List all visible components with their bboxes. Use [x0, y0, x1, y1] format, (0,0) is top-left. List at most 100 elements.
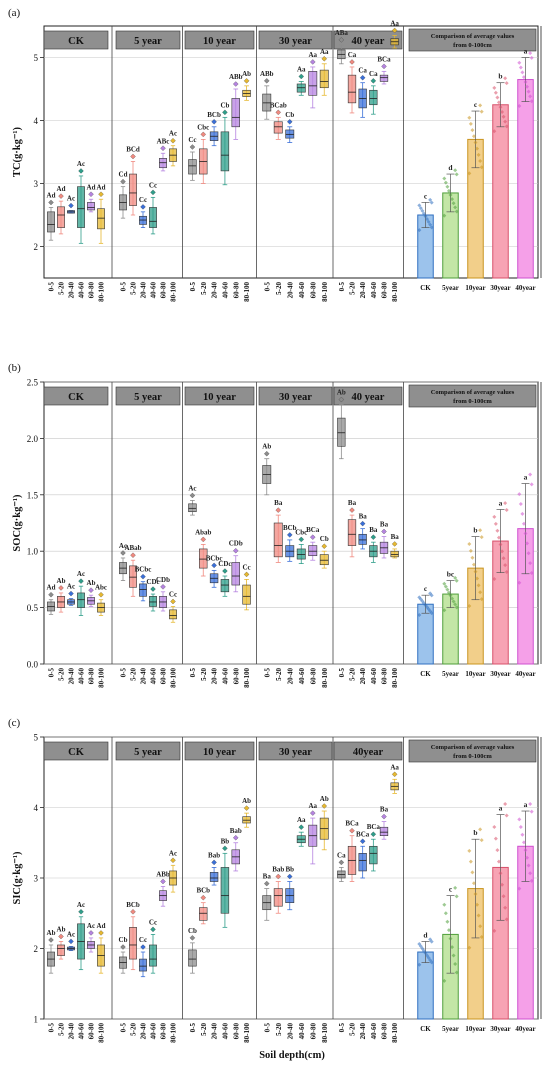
panel-header-label: 5 year — [134, 747, 162, 758]
comparison-point — [467, 604, 472, 609]
comparison-significance-label: c — [424, 191, 428, 200]
box-significance-label: Aa — [390, 763, 399, 771]
comparison-title-line1: Comparison of average values — [431, 33, 515, 40]
depth-tick-label: 5-20 — [130, 282, 138, 295]
box-1: Abab 5-20 — [195, 528, 211, 680]
box-0: Ac 0-5 — [188, 484, 197, 677]
box-3: CDc 40-60 — [218, 560, 231, 684]
depth-tick-label: 80-100 — [391, 1023, 399, 1043]
box-outlier-marker — [170, 857, 176, 864]
panel-header — [333, 386, 403, 406]
box-significance-label: Cc — [149, 918, 157, 926]
box-outlier-marker — [298, 536, 304, 543]
comparison-point — [475, 146, 480, 151]
box-outlier-marker — [370, 534, 377, 540]
comparison-point — [450, 945, 455, 950]
comparison-point — [528, 94, 533, 99]
comparison-point — [453, 575, 458, 580]
box-body — [77, 186, 85, 228]
panel-header-label: 40 year — [352, 36, 385, 47]
comparison-point — [468, 859, 473, 864]
comparison-category-label: CK — [420, 1025, 431, 1033]
comparison-point — [504, 813, 509, 818]
comparison-category-label: 30year — [490, 670, 510, 678]
panel-header — [43, 30, 109, 50]
depth-tick-label: 5-20 — [200, 668, 208, 681]
box-3: Bb 40-60 — [221, 837, 230, 1039]
depth-tick-label: 0-5 — [263, 282, 271, 292]
depth-tick-label: 60-80 — [88, 668, 96, 685]
comparison-point — [520, 832, 525, 837]
box-body — [129, 173, 137, 206]
box-1: BCd 5-20 — [126, 145, 140, 294]
box-significance-label: Cbc — [295, 528, 307, 536]
panel-header — [184, 30, 255, 50]
depth-tick-label: 60-80 — [88, 282, 96, 299]
comparison-point — [467, 542, 472, 547]
y-tick-label: 0.0 — [27, 660, 39, 670]
y-axis-label: SIC(g·kg⁻¹) — [12, 851, 23, 905]
depth-tick-label: 80-100 — [243, 282, 251, 302]
box-outlier-marker — [98, 191, 104, 197]
box-significance-label: CDb — [229, 540, 243, 548]
comparison-point — [495, 528, 500, 533]
box-body — [47, 211, 55, 233]
box-outlier-marker — [160, 584, 166, 590]
box-significance-label: BCbc — [206, 554, 223, 562]
box-outlier-marker — [264, 450, 270, 457]
panel-header-label: 40year — [353, 747, 384, 758]
comparison-point — [528, 51, 533, 56]
comparison-point — [478, 528, 483, 533]
comparison-point — [521, 840, 526, 845]
comparison-point — [451, 599, 456, 604]
box-outlier-marker — [391, 27, 398, 34]
depth-tick-label: 0-5 — [189, 1023, 197, 1033]
comparison-category-label: CK — [420, 284, 431, 292]
box-significance-label: Cc — [242, 563, 250, 571]
panel-header — [115, 386, 181, 406]
box-4: Ad 60-80 — [87, 183, 96, 298]
depth-tick-label: 20-40 — [68, 1023, 76, 1040]
comparison-point — [500, 549, 505, 554]
comparison-point — [454, 209, 459, 214]
panel-header-label: 5 year — [134, 392, 162, 403]
box-outlier-marker — [321, 543, 327, 549]
box-body — [149, 207, 157, 228]
box-significance-label: Ac — [169, 849, 177, 857]
box-outlier-marker — [88, 191, 94, 197]
box-significance-label: Ac — [77, 160, 85, 168]
box-3: Ca 40-60 — [369, 70, 378, 298]
comparison-point — [518, 825, 523, 830]
comparison-category-label: CK — [420, 670, 431, 678]
box-outlier-marker — [349, 827, 355, 834]
depth-tick-label: 80-100 — [170, 1023, 178, 1043]
box-outlier-marker — [130, 909, 136, 915]
comparison-category-label: 5year — [442, 1025, 459, 1033]
panel-header-label: CK — [68, 392, 85, 403]
comparison-category-label: 5year — [442, 670, 459, 678]
box-2: Ac 20-40 — [67, 583, 76, 685]
depth-tick-label: 80-100 — [170, 668, 178, 688]
comparison-point — [454, 172, 459, 177]
comparison-title-line1: Comparison of average values — [431, 389, 515, 396]
panel-tag: (b) — [8, 362, 21, 374]
box-4: ABb 60-80 — [156, 870, 170, 1039]
box-significance-label: Aa — [390, 19, 399, 27]
comparison-point — [445, 184, 450, 189]
box-5: Aa 80-100 — [390, 763, 399, 1043]
panel-header — [115, 30, 181, 50]
box-4: Ba 60-80 — [379, 521, 389, 684]
panel-header-label: 10 year — [203, 36, 236, 47]
box-significance-label: Abab — [195, 528, 211, 536]
box-outlier-marker — [275, 507, 281, 513]
comparison-header — [408, 739, 537, 763]
y-tick-label: 2.5 — [27, 378, 39, 388]
y-tick-label: 4 — [34, 116, 39, 126]
comparison-point — [503, 905, 508, 910]
y-tick-label: 0.5 — [27, 603, 39, 613]
box-outlier-marker — [310, 810, 316, 816]
comparison-point — [526, 89, 531, 94]
box-significance-label: Bb — [221, 837, 230, 845]
comparison-point — [526, 863, 531, 868]
box-significance-label: Cc — [139, 936, 147, 944]
